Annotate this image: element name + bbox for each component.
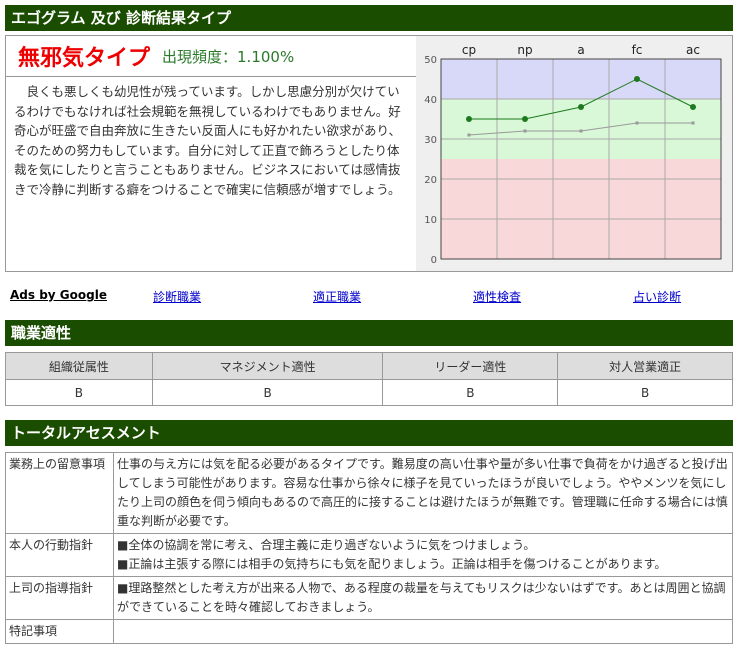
data-point	[690, 104, 696, 110]
x-tick-label: ac	[686, 43, 700, 57]
data-point	[579, 129, 583, 133]
result-box: 無邪気タイプ 出現頻度：1.100% 良くも悪しくも幼児性が残っています。しかし…	[5, 35, 733, 272]
y-tick-label: 0	[431, 255, 437, 266]
y-tick-label: 30	[424, 135, 437, 146]
aptitude-value: B	[557, 379, 733, 406]
section-header-egogram: エゴグラム 及び 診断結果タイプ	[5, 5, 733, 31]
section-header-assessment: トータルアセスメント	[5, 420, 733, 446]
row-content: 仕事の与え方には気を配る必要があるタイプです。難易度の高い仕事や量が多い仕事で負…	[113, 452, 733, 534]
table-row: 上司の指導指針 ■理路整然とした考え方が出来る人物で、ある程度の裁量を与えてもリス…	[5, 576, 733, 620]
y-tick-label: 50	[424, 55, 437, 66]
aptitude-value: B	[382, 379, 559, 406]
y-tick-label: 20	[424, 175, 437, 186]
x-tick-label: a	[577, 43, 584, 57]
ad-link-4[interactable]: 占い診断	[633, 290, 682, 304]
egogram-chart-svg: 0 10 20 30 40 50 cp np a fc ac	[424, 43, 722, 266]
ads-by-google[interactable]: Ads by Google	[10, 288, 107, 302]
row-line: ■正論は主張する際には相手の気持ちにも気を配りましょう。正論は相手を傷つけること…	[117, 557, 667, 571]
row-content: ■理路整然とした考え方が出来る人物で、ある程度の裁量を与えてもリスクは少ないはず…	[113, 576, 733, 620]
row-label: 特記事項	[5, 619, 114, 644]
y-tick-label: 10	[424, 215, 437, 226]
result-panel: 無邪気タイプ 出現頻度：1.100% 良くも悪しくも幼児性が残っています。しかし…	[6, 36, 417, 271]
table-row: 特記事項	[5, 619, 733, 644]
aptitude-value-row: B B B B	[5, 379, 733, 406]
data-point	[522, 116, 528, 122]
aptitude-value: B	[5, 379, 153, 406]
x-tick-label: fc	[632, 43, 643, 57]
aptitude-value: B	[151, 379, 384, 406]
table-row: 本人の行動指針 ■全体の協調を常に考え、合理主義に走り過ぎないように気をつけましょ…	[5, 533, 733, 577]
type-name: 無邪気タイプ	[18, 46, 151, 71]
egogram-chart: 0 10 20 30 40 50 cp np a fc ac	[416, 36, 732, 271]
aptitude-header: リーダー適性	[382, 352, 559, 380]
ad-link-2[interactable]: 適正職業	[313, 290, 362, 304]
type-description: 良くも悪しくも幼児性が残っています。しかし思慮分別が欠けているわけでもなければ社…	[14, 84, 402, 197]
result-title-row: 無邪気タイプ 出現頻度：1.100%	[6, 36, 416, 77]
assessment-table: 業務上の留意事項 仕事の与え方には気を配る必要があるタイプです。難易度の高い仕事や…	[5, 452, 733, 644]
data-point	[635, 121, 639, 125]
row-line: ■全体の協調を常に考え、合理主義に走り過ぎないように気をつけましょう。	[117, 538, 536, 552]
data-point	[523, 129, 527, 133]
table-row: 業務上の留意事項 仕事の与え方には気を配る必要があるタイプです。難易度の高い仕事や…	[5, 452, 733, 534]
row-content	[113, 619, 733, 644]
data-point	[634, 76, 640, 82]
ad-link-3[interactable]: 適性検査	[473, 290, 522, 304]
data-point	[691, 121, 695, 125]
chart-band	[441, 159, 721, 259]
row-label: 業務上の留意事項	[5, 452, 114, 534]
plot-frame	[440, 58, 722, 260]
section-header-aptitude: 職業適性	[5, 320, 733, 346]
row-label: 上司の指導指針	[5, 576, 114, 620]
aptitude-header-row: 組織従属性 マネジメント適性 リーダー適性 対人営業適正	[5, 352, 733, 380]
data-point	[466, 116, 472, 122]
y-tick-label: 40	[424, 95, 437, 106]
aptitude-table: 組織従属性 マネジメント適性 リーダー適性 対人営業適正 B B B B	[5, 352, 733, 406]
aptitude-header: 対人営業適正	[557, 352, 733, 380]
aptitude-header: 組織従属性	[5, 352, 153, 380]
aptitude-header: マネジメント適性	[151, 352, 384, 380]
data-point	[467, 133, 471, 137]
x-tick-label: np	[517, 43, 532, 57]
x-tick-label: cp	[462, 43, 476, 57]
frequency: 出現頻度：1.100%	[162, 47, 295, 66]
row-content: ■全体の協調を常に考え、合理主義に走り過ぎないように気をつけましょう。 ■正論は主…	[113, 533, 733, 577]
row-label: 本人の行動指針	[5, 533, 114, 577]
data-point	[578, 104, 584, 110]
ad-link-1[interactable]: 診断職業	[153, 290, 202, 304]
chart-band	[441, 59, 721, 99]
